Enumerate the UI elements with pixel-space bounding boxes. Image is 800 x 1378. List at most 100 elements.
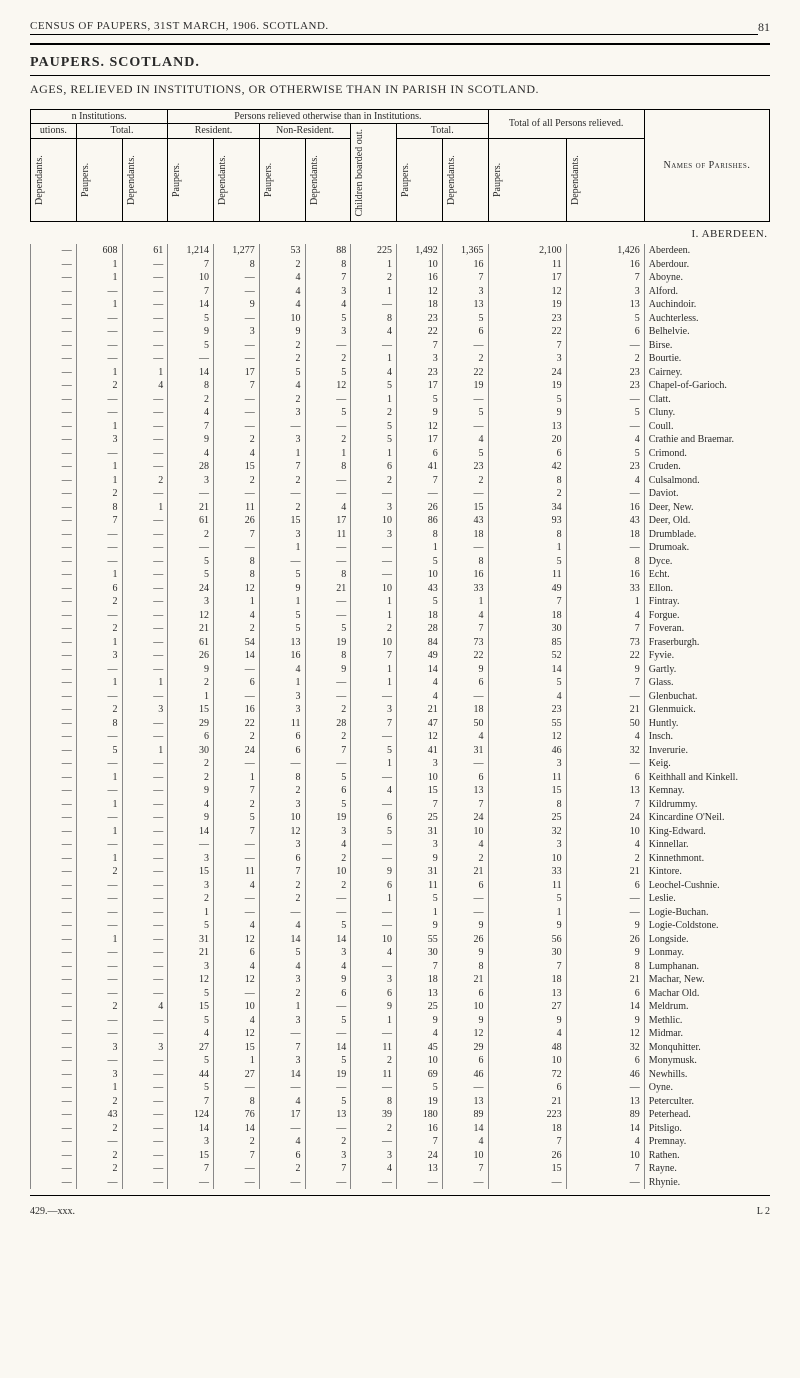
cell: — [351, 1081, 397, 1095]
cell: — [31, 717, 77, 731]
cell: — [76, 892, 122, 906]
head-total1: Total. [76, 124, 168, 139]
cell: 4 [259, 271, 305, 285]
cell: — [31, 595, 77, 609]
cell: — [442, 393, 488, 407]
cell: 10 [488, 852, 566, 866]
cell: 5 [305, 622, 351, 636]
cell: — [305, 1081, 351, 1095]
cell: — [122, 1162, 168, 1176]
cell: — [122, 568, 168, 582]
cell: — [31, 703, 77, 717]
col-paup-3: Paupers. [262, 141, 275, 219]
cell: 9 [305, 663, 351, 677]
cell: 49 [397, 649, 443, 663]
cell: 17 [305, 514, 351, 528]
cell: 1 [76, 1081, 122, 1095]
table-row: —3—2614168749225222Fyvie. [31, 649, 770, 663]
cell: — [259, 1081, 305, 1095]
table-row: —43—124761713391808922389Peterhead. [31, 1108, 770, 1122]
cell: 16 [442, 568, 488, 582]
cell: — [76, 946, 122, 960]
cell: 4 [442, 730, 488, 744]
cell: 6 [259, 744, 305, 758]
cell: 21 [442, 973, 488, 987]
cell: 43 [397, 582, 443, 596]
cell: — [31, 420, 77, 434]
cell: 7 [397, 1135, 443, 1149]
cell: 2 [305, 852, 351, 866]
cell: 1 [442, 595, 488, 609]
cell: 15 [214, 460, 260, 474]
cell: 11 [397, 879, 443, 893]
cell: 18 [442, 528, 488, 542]
cell: 3 [168, 960, 214, 974]
cell: — [122, 352, 168, 366]
cell: 4 [442, 838, 488, 852]
cell: 12 [566, 1027, 644, 1041]
rule-under-title [30, 75, 770, 76]
parish-name: Keithhall and Kinkell. [644, 771, 769, 785]
parish-name: Kinnethmont. [644, 852, 769, 866]
parish-name: Cruden. [644, 460, 769, 474]
cell: 23 [566, 379, 644, 393]
table-row: ———543519999Methlic. [31, 1014, 770, 1028]
table-row: ———273113818818Drumblade. [31, 528, 770, 542]
cell: 39 [351, 1108, 397, 1122]
cell: 31 [397, 865, 443, 879]
cell: 5 [259, 366, 305, 380]
cell: 9 [397, 919, 443, 933]
cell: 1 [488, 541, 566, 555]
cell: 5 [168, 339, 214, 353]
cell: 4 [488, 1027, 566, 1041]
table-row: —————2213232Bourtie. [31, 352, 770, 366]
cell: 4 [122, 1000, 168, 1014]
cell: 14 [168, 1122, 214, 1136]
cell: 7 [488, 1135, 566, 1149]
cell: — [31, 892, 77, 906]
table-row: —1—4235—7787Kildrummy. [31, 798, 770, 812]
cell: 3 [168, 852, 214, 866]
parish-name: Logie-Buchan. [644, 906, 769, 920]
cell: 12 [397, 285, 443, 299]
cell: — [351, 1135, 397, 1149]
cell: 3 [566, 285, 644, 299]
cell: 13 [442, 1095, 488, 1109]
col-paup-5: Paupers. [491, 141, 504, 219]
cell: — [31, 690, 77, 704]
cell: 55 [488, 717, 566, 731]
cell: 25 [397, 1000, 443, 1014]
running-head: CENSUS OF PAUPERS, 31ST MARCH, 1906. SCO… [30, 20, 770, 32]
cell: — [351, 730, 397, 744]
cell: 1 [122, 501, 168, 515]
parish-name: Kintore. [644, 865, 769, 879]
cell: — [76, 987, 122, 1001]
cell: 41 [397, 460, 443, 474]
parish-name: Rayne. [644, 1162, 769, 1176]
cell: 2 [168, 393, 214, 407]
cell: — [31, 1054, 77, 1068]
cell: 2 [76, 1122, 122, 1136]
cell: — [305, 555, 351, 569]
cell: 26 [168, 649, 214, 663]
cell: — [397, 487, 443, 501]
cell: 4 [168, 447, 214, 461]
cell: 7 [214, 379, 260, 393]
cell: 3 [168, 1135, 214, 1149]
parish-name: Longside. [644, 933, 769, 947]
cell: — [122, 271, 168, 285]
cell: 2 [305, 1135, 351, 1149]
cell: — [31, 325, 77, 339]
cell: 1 [259, 447, 305, 461]
table-row: ———951019625242524Kincardine O'Neil. [31, 811, 770, 825]
cell: — [31, 582, 77, 596]
cell: 3 [351, 1149, 397, 1163]
cell: 6 [259, 1149, 305, 1163]
cell: 9 [488, 919, 566, 933]
table-row: ————————————Rhynie. [31, 1176, 770, 1190]
cell: — [305, 1027, 351, 1041]
cell: 5 [305, 771, 351, 785]
parish-name: Cairney. [644, 366, 769, 380]
cell: — [305, 474, 351, 488]
cell: 1 [122, 744, 168, 758]
